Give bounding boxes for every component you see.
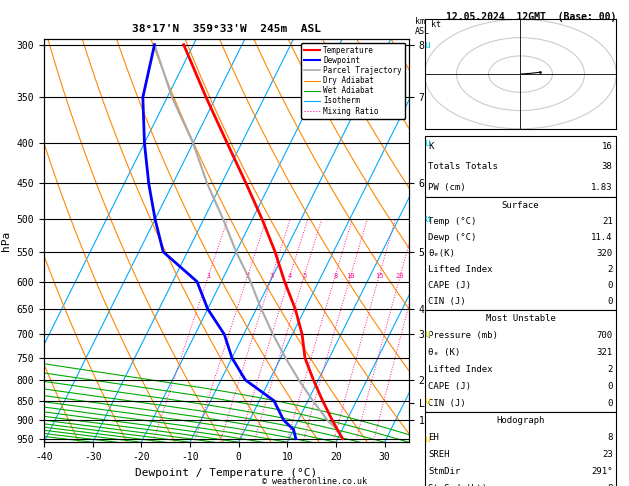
Text: 8: 8 [607, 433, 613, 442]
Text: © weatheronline.co.uk: © weatheronline.co.uk [262, 477, 367, 486]
Text: CIN (J): CIN (J) [428, 297, 466, 306]
Bar [425, 197, 616, 310]
Text: θₑ(K): θₑ(K) [428, 249, 455, 258]
Text: PW (cm): PW (cm) [428, 183, 466, 191]
Text: Totals Totals: Totals Totals [428, 162, 498, 171]
Text: 5: 5 [302, 273, 306, 279]
Text: 0: 0 [607, 382, 613, 391]
Text: 8: 8 [607, 484, 613, 486]
Bar [425, 412, 616, 486]
Text: EH: EH [428, 433, 439, 442]
Text: 321: 321 [596, 347, 613, 357]
Text: 291°: 291° [591, 467, 613, 476]
Text: u: u [425, 330, 430, 339]
Text: 20: 20 [396, 273, 404, 279]
Text: CIN (J): CIN (J) [428, 399, 466, 408]
Y-axis label: Mixing Ratio (g/kg): Mixing Ratio (g/kg) [438, 193, 447, 288]
Text: 8: 8 [333, 273, 337, 279]
Text: 700: 700 [596, 330, 613, 340]
Text: 15: 15 [375, 273, 384, 279]
Text: K: K [428, 142, 434, 151]
Text: 1: 1 [206, 273, 211, 279]
Text: km
ASL: km ASL [415, 17, 430, 36]
Text: 23: 23 [602, 450, 613, 459]
Text: 12.05.2024  12GMT  (Base: 00): 12.05.2024 12GMT (Base: 00) [447, 12, 616, 22]
Text: Hodograph: Hodograph [496, 416, 545, 425]
Text: 10: 10 [347, 273, 355, 279]
Text: 2: 2 [607, 265, 613, 274]
Legend: Temperature, Dewpoint, Parcel Trajectory, Dry Adiabat, Wet Adiabat, Isotherm, Mi: Temperature, Dewpoint, Parcel Trajectory… [301, 43, 405, 119]
Text: Temp (°C): Temp (°C) [428, 217, 477, 226]
Text: CAPE (J): CAPE (J) [428, 382, 471, 391]
Text: Lifted Index: Lifted Index [428, 364, 493, 374]
Text: u: u [425, 396, 430, 406]
Text: 11.4: 11.4 [591, 233, 613, 242]
Text: 3: 3 [270, 273, 274, 279]
Text: Surface: Surface [502, 201, 539, 210]
Text: u: u [425, 40, 430, 50]
Bar [425, 136, 616, 197]
Text: 21: 21 [602, 217, 613, 226]
Text: 2: 2 [245, 273, 250, 279]
Text: 320: 320 [596, 249, 613, 258]
Text: 38°17'N  359°33'W  245m  ASL: 38°17'N 359°33'W 245m ASL [132, 24, 321, 34]
Text: Lifted Index: Lifted Index [428, 265, 493, 274]
Bar [425, 310, 616, 412]
Text: 4: 4 [288, 273, 292, 279]
Y-axis label: hPa: hPa [1, 230, 11, 251]
Text: u: u [425, 214, 430, 224]
Text: Most Unstable: Most Unstable [486, 313, 555, 323]
Text: 2: 2 [607, 364, 613, 374]
Text: Dewp (°C): Dewp (°C) [428, 233, 477, 242]
Text: StmSpd (kt): StmSpd (kt) [428, 484, 487, 486]
Text: 0: 0 [607, 297, 613, 306]
Text: 0: 0 [607, 399, 613, 408]
Text: 16: 16 [602, 142, 613, 151]
Text: u: u [425, 138, 430, 148]
Text: 0: 0 [607, 281, 613, 290]
Text: 38: 38 [602, 162, 613, 171]
Text: Pressure (mb): Pressure (mb) [428, 330, 498, 340]
Text: θₑ (K): θₑ (K) [428, 347, 460, 357]
Text: 1.83: 1.83 [591, 183, 613, 191]
Text: kt: kt [431, 20, 441, 29]
Text: StmDir: StmDir [428, 467, 460, 476]
Text: u: u [425, 434, 430, 444]
X-axis label: Dewpoint / Temperature (°C): Dewpoint / Temperature (°C) [135, 468, 318, 478]
Text: CAPE (J): CAPE (J) [428, 281, 471, 290]
Text: SREH: SREH [428, 450, 450, 459]
